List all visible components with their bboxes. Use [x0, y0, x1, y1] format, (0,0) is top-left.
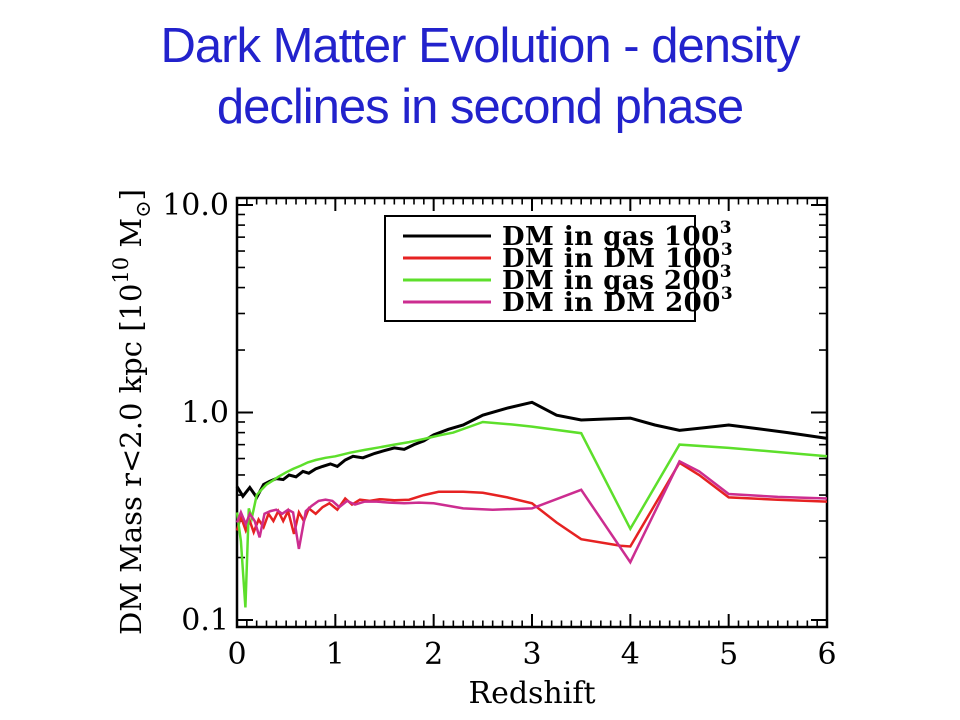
legend-label: DM in DM 2003: [502, 284, 733, 318]
legend-label: DM in gas 1003: [502, 218, 732, 252]
legend-label-text: DM in DM 200: [502, 288, 721, 318]
series-line-dm-in-gas-200-3: [235, 420, 828, 608]
x-axis-label: Redshift: [468, 676, 595, 711]
x-tick-label: 0: [227, 637, 246, 672]
y-axis-label-part: M: [114, 218, 148, 257]
x-tick-label: 2: [424, 637, 443, 672]
legend-label-exponent: 3: [720, 262, 732, 282]
series-line-dm-in-gas-100-3: [235, 400, 828, 501]
y-tick-label: 0.1: [181, 603, 229, 638]
legend-label: DM in DM 1003: [502, 240, 733, 274]
series-line-dm-in-dm-100-3: [235, 461, 828, 548]
y-axis-label-part: ]: [114, 189, 148, 200]
x-tick-label: 1: [326, 637, 345, 672]
legend-label-exponent: 3: [721, 240, 733, 260]
x-tick-label: 4: [621, 637, 640, 672]
y-tick-label: 10.0: [162, 188, 229, 223]
data-series: [235, 400, 828, 608]
axis-ticks: [236, 198, 828, 627]
x-tick-label: 3: [522, 637, 541, 672]
legend-label-text: DM in DM 100: [502, 244, 721, 274]
series-line-dm-in-dm-200-3: [235, 459, 828, 565]
slide-title: Dark Matter Evolution - density declines…: [0, 16, 960, 138]
x-tick-label: 6: [817, 637, 836, 672]
y-axis-label-part: ⊙: [131, 200, 155, 218]
slide-title-line2: declines in second phase: [216, 80, 744, 134]
y-axis-label-part: DM Mass r<2.0 kpc [10: [114, 284, 148, 635]
slide-title-line1: Dark Matter Evolution - density: [160, 19, 801, 73]
legend-label-exponent: 3: [720, 218, 732, 238]
y-tick-label: 1.0: [181, 396, 229, 431]
axis-tick-labels: 0 1 2 3 4 5 6 0.1 1.0 10.0: [162, 188, 836, 672]
y-axis-label: DM Mass r<2.0 kpc [1010 M⊙]: [109, 189, 155, 635]
y-axis-label-part: 10: [109, 257, 133, 284]
legend-label: DM in gas 2003: [502, 262, 732, 296]
legend-label-text: DM in gas 200: [502, 266, 720, 296]
legend-label-text: DM in gas 100: [502, 222, 720, 252]
x-tick-label: 5: [719, 637, 738, 672]
legend-label-exponent: 3: [721, 284, 733, 304]
